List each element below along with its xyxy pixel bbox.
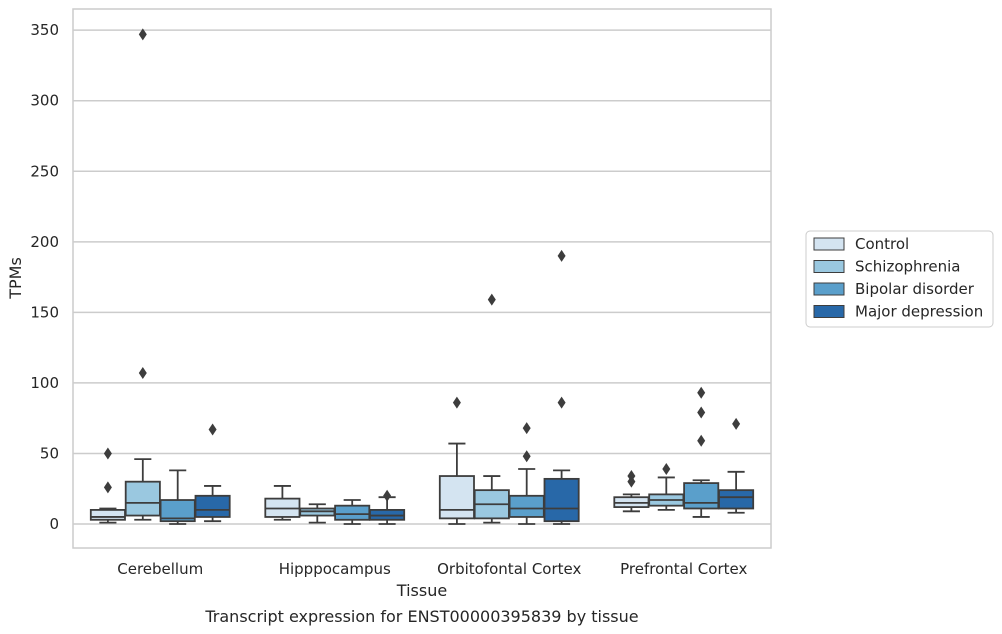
outlier-point — [697, 386, 706, 399]
y-tick-label: 350 — [30, 21, 59, 39]
box-iqr — [718, 489, 755, 510]
box-iqr — [543, 477, 580, 523]
outlier-point — [557, 249, 566, 262]
y-axis-ticks: 0 50 100 150 200 250 300 350 — [30, 21, 59, 533]
box-iqr — [194, 494, 231, 518]
plot-frame — [72, 8, 772, 549]
outlier-point — [697, 406, 706, 419]
legend-frame — [805, 230, 994, 328]
outlier-point — [557, 396, 566, 409]
y-tick-label: 250 — [30, 162, 59, 180]
box-group — [648, 462, 685, 511]
legend-swatch — [813, 237, 845, 251]
box-plots — [89, 28, 755, 525]
legend-label: Control — [855, 235, 909, 253]
outlier-point — [522, 422, 531, 435]
x-tick-label: Cerebellum — [117, 560, 203, 578]
box-group — [508, 422, 545, 525]
x-axis-ticks: Cerebellum Hipppocampus Orbitofontal Corte… — [117, 560, 747, 578]
outlier-point — [138, 28, 147, 41]
outlier-point — [522, 450, 531, 463]
outlier-point — [138, 367, 147, 380]
outlier-point — [452, 396, 461, 409]
box-iqr — [438, 475, 475, 520]
box-group — [473, 293, 510, 524]
outlier-point — [103, 481, 112, 494]
legend-label: Bipolar disorder — [855, 280, 975, 298]
box-group — [264, 485, 301, 521]
box-group — [124, 28, 161, 521]
box-iqr — [508, 494, 545, 518]
box-group — [89, 447, 126, 524]
box-group — [194, 423, 231, 523]
outlier-point — [627, 470, 636, 483]
figure-caption: Transcript expression for ENST0000039583… — [204, 607, 638, 626]
legend-swatch — [813, 282, 845, 296]
box-group — [543, 249, 580, 525]
outlier-point — [487, 293, 496, 306]
box-iqr — [683, 482, 720, 510]
box-group — [369, 489, 406, 525]
box-group — [718, 417, 755, 514]
y-tick-label: 50 — [40, 444, 59, 462]
plot-background — [73, 9, 771, 548]
legend: Control Schizophrenia Bipolar disorder Majo… — [805, 230, 994, 328]
y-tick-label: 0 — [49, 515, 59, 533]
y-tick-label: 200 — [30, 233, 59, 251]
gridlines — [73, 29, 771, 525]
y-tick-label: 100 — [30, 374, 59, 392]
x-tick-label: Orbitofontal Cortex — [437, 560, 581, 578]
y-tick-label: 150 — [30, 303, 59, 321]
box-iqr — [334, 504, 371, 521]
x-axis-label: Tissue — [396, 581, 447, 600]
outlier-point — [732, 417, 741, 430]
legend-swatch — [813, 260, 845, 273]
x-tick-label: Prefrontal Cortex — [620, 560, 747, 578]
outlier-point — [662, 462, 671, 475]
box-iqr — [124, 480, 161, 517]
y-tick-label: 300 — [30, 92, 59, 110]
legend-swatch — [813, 305, 845, 318]
legend-label: Schizophrenia — [855, 258, 960, 276]
box-iqr — [89, 509, 126, 521]
outlier-point — [383, 489, 392, 502]
outlier-point — [103, 447, 112, 460]
y-axis-label: TPMs — [6, 257, 25, 300]
outlier-point — [208, 423, 217, 436]
outlier-point — [697, 434, 706, 447]
box-group — [159, 469, 196, 525]
box-group — [683, 386, 720, 518]
x-tick-label: Hipppocampus — [279, 560, 391, 578]
legend-label: Major depression — [855, 303, 983, 321]
